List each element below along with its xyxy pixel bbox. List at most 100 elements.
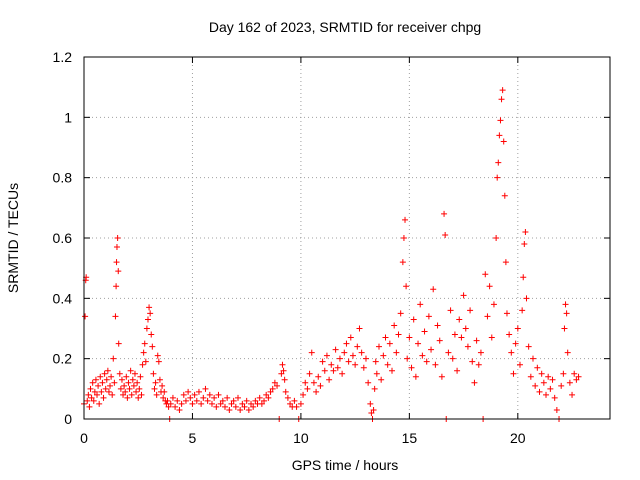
data-point [334, 364, 341, 371]
data-point [86, 403, 93, 410]
data-point [545, 373, 552, 380]
data-point [508, 349, 515, 356]
data-point [391, 322, 398, 329]
data-point [352, 361, 359, 368]
data-point [100, 394, 107, 401]
data-point [198, 400, 205, 407]
data-point [564, 349, 571, 356]
data-point [454, 367, 461, 374]
data-point [130, 382, 137, 389]
data-point [403, 283, 410, 290]
data-point [458, 334, 465, 341]
data-point [395, 331, 402, 338]
data-point [469, 358, 476, 365]
data-point [399, 259, 406, 266]
data-point [519, 307, 526, 314]
data-point [326, 376, 333, 383]
data-point [284, 394, 291, 401]
data-point [569, 391, 576, 398]
plot-frame [83, 56, 611, 420]
data-point [195, 388, 202, 395]
data-points [81, 87, 582, 422]
data-point [575, 373, 582, 380]
data-point [502, 259, 509, 266]
data-point [271, 379, 278, 386]
data-point [360, 364, 367, 371]
data-point [91, 388, 98, 395]
y-tick-label: 1.2 [53, 49, 73, 65]
data-point [419, 352, 426, 359]
data-point [375, 343, 382, 350]
data-point [503, 310, 510, 317]
data-point [497, 117, 504, 124]
data-point [529, 355, 536, 362]
data-point [135, 394, 142, 401]
data-point [460, 292, 467, 299]
data-point [538, 370, 545, 377]
data-point [206, 391, 213, 398]
data-point [490, 301, 497, 308]
data-point [386, 340, 393, 347]
data-point [477, 349, 484, 356]
data-point [90, 397, 97, 404]
data-point [269, 385, 276, 392]
data-point [164, 397, 171, 404]
data-point [341, 349, 348, 356]
data-point [323, 352, 330, 359]
data-point [122, 388, 129, 395]
x-tick-label: 15 [402, 430, 418, 446]
data-point [202, 385, 209, 392]
data-point [248, 400, 255, 407]
data-point [200, 394, 207, 401]
data-point [315, 373, 322, 380]
data-point [436, 337, 443, 344]
data-point [304, 385, 311, 392]
data-point [282, 388, 289, 395]
data-point [293, 403, 300, 410]
data-point [155, 358, 162, 365]
data-point [389, 367, 396, 374]
data-point [382, 334, 389, 341]
data-point [125, 379, 132, 386]
data-point [154, 352, 161, 359]
data-point [441, 210, 448, 217]
data-point [116, 370, 123, 377]
y-tick-label: 0.6 [53, 230, 73, 246]
data-point [96, 400, 103, 407]
data-point [127, 367, 134, 374]
data-point [128, 391, 135, 398]
data-point [95, 382, 102, 389]
data-point [354, 343, 361, 350]
data-point [121, 382, 128, 389]
data-point [330, 367, 337, 374]
data-point [103, 376, 110, 383]
data-point [89, 379, 96, 386]
data-point [136, 385, 143, 392]
data-point [410, 316, 417, 323]
data-point [499, 87, 506, 94]
data-point [523, 295, 530, 302]
data-point [549, 376, 556, 383]
data-point [368, 409, 375, 416]
data-point [328, 361, 335, 368]
data-point [239, 400, 246, 407]
data-point [120, 391, 127, 398]
data-point [496, 132, 503, 139]
data-point [358, 349, 365, 356]
data-point [380, 352, 387, 359]
data-point [241, 403, 248, 410]
data-point [402, 216, 409, 223]
data-point [482, 271, 489, 278]
data-point [137, 373, 144, 380]
data-point [558, 382, 565, 389]
data-point [493, 235, 500, 241]
data-point [521, 241, 528, 248]
data-point [139, 361, 146, 368]
data-point [213, 403, 220, 410]
data-point [498, 96, 505, 103]
data-point [211, 394, 218, 401]
data-point [265, 394, 272, 401]
data-point [138, 391, 145, 398]
data-point [510, 370, 517, 377]
data-point [193, 397, 200, 404]
